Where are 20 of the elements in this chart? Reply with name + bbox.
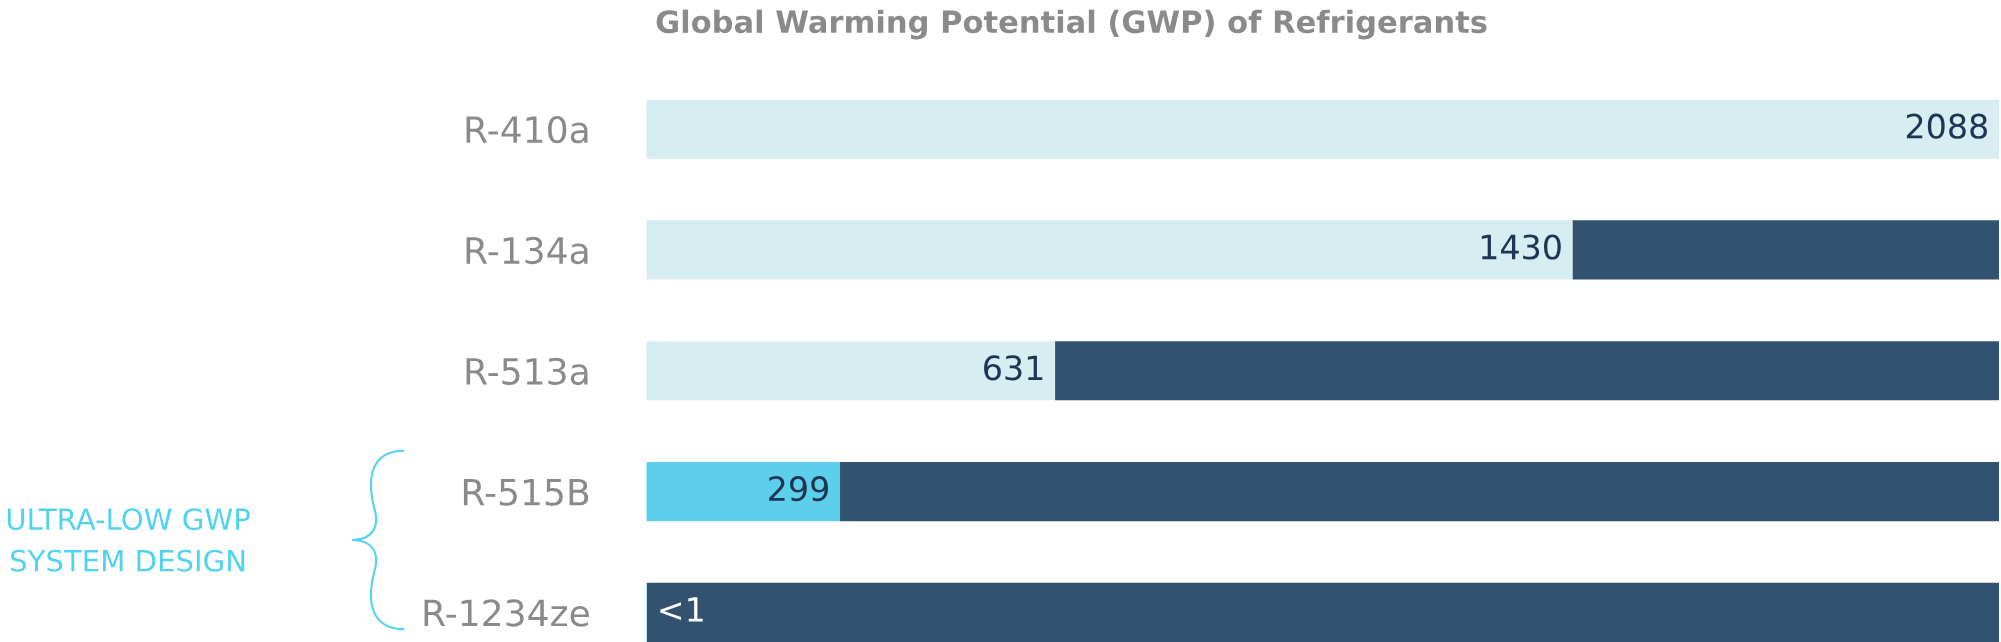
y-tick-label: R-515B bbox=[463, 478, 589, 506]
bar bbox=[646, 461, 841, 522]
data-label: 2088 bbox=[1906, 113, 1987, 139]
y-tick-label: R-410a bbox=[466, 116, 588, 144]
chart-title: Global Warming Potential (GWP) of Refrigerants bbox=[656, 9, 1487, 40]
data-label: <1 bbox=[660, 597, 703, 622]
data-label: 299 bbox=[769, 476, 828, 502]
bar bbox=[1572, 220, 1999, 280]
bar bbox=[1055, 341, 1999, 401]
y-tick-label: R-513a bbox=[466, 357, 588, 385]
text: ULTRA-LOW GWP SYSTEM DESIGN bbox=[7, 508, 250, 572]
bar bbox=[840, 461, 1999, 522]
data-label: 1430 bbox=[1481, 234, 1561, 260]
bar bbox=[646, 582, 1999, 642]
bar bbox=[646, 341, 1056, 401]
data-label: 631 bbox=[984, 355, 1043, 381]
y-tick-label: R-1234ze bbox=[424, 599, 589, 627]
bar bbox=[646, 99, 1999, 159]
bar bbox=[646, 220, 1573, 280]
y-tick-label: R-134a bbox=[466, 236, 588, 265]
